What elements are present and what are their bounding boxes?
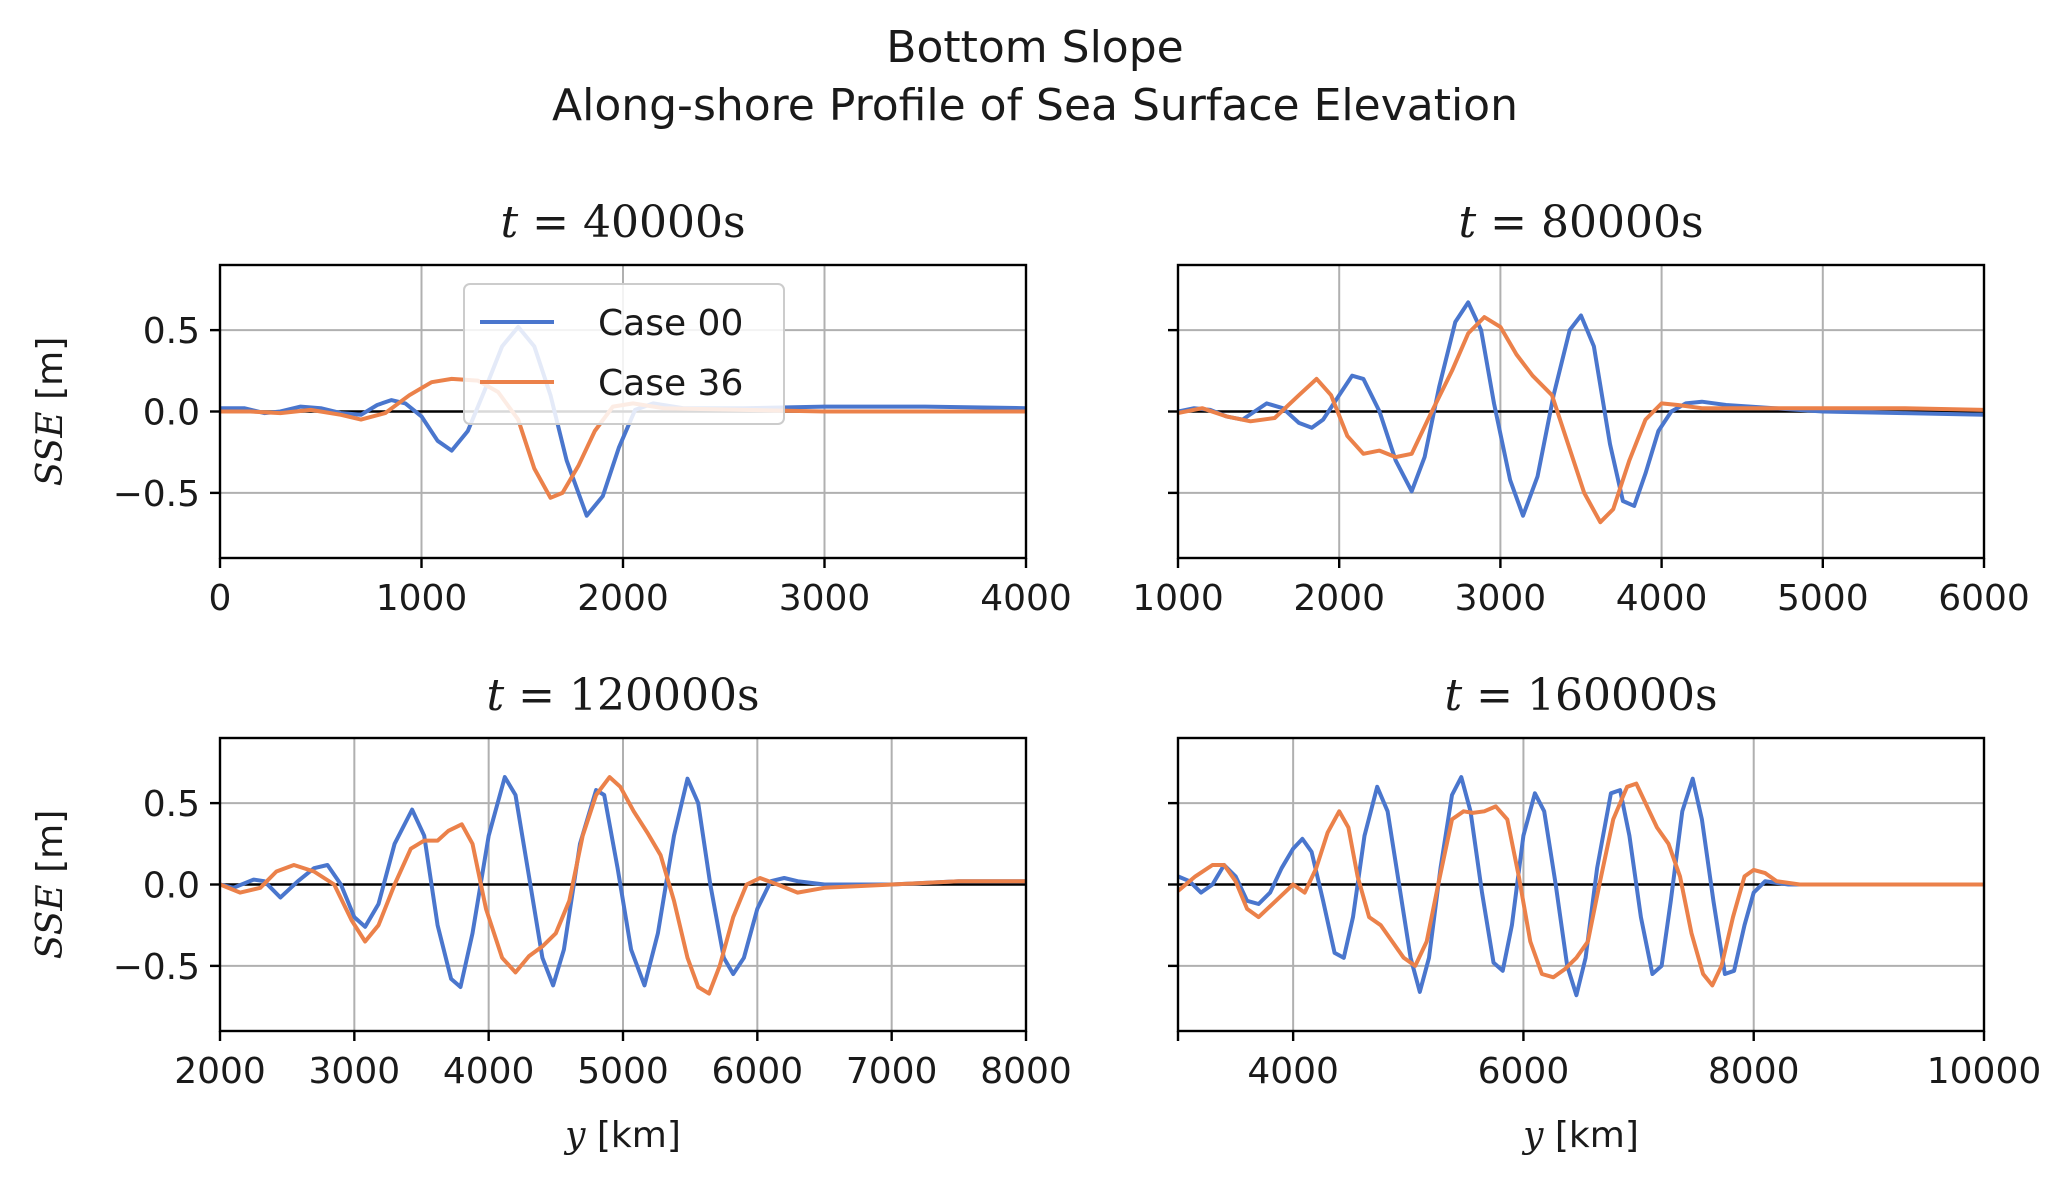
x-tick-label: 5000 (577, 1051, 669, 1092)
series-line-case-00 (1178, 775, 1984, 998)
subplot-title-value: = 160000s (1462, 670, 1717, 721)
x-tick-label: 4000 (1616, 578, 1708, 619)
x-tick-label: 8000 (1708, 1051, 1800, 1092)
y-axis-label: SSE [m] (30, 810, 71, 960)
legend-label: Case 00 (598, 303, 743, 344)
y-tick-label: 0.0 (143, 866, 200, 907)
subplot-title-value: = 120000s (504, 670, 759, 721)
x-tick-label: 1000 (1132, 578, 1224, 619)
x-axis-label-unit: [km] (1543, 1115, 1638, 1156)
x-axis-label-symbol: y (563, 1115, 586, 1156)
x-tick-label: 2000 (577, 578, 669, 619)
series-line-case-00 (1178, 300, 1984, 518)
subplot-title-value: = 80000s (1476, 197, 1703, 248)
y-tick-label: 0.5 (143, 311, 200, 352)
x-tick-label: 6000 (712, 1051, 804, 1092)
x-tick-label: 5000 (1777, 578, 1869, 619)
subplot-title-symbol: t (1444, 670, 1462, 721)
x-axis-label: y [km] (1521, 1115, 1639, 1156)
x-tick-label: 10000 (1927, 1051, 2042, 1092)
x-tick-label: 3000 (1455, 578, 1547, 619)
subplot-title-value: = 40000s (518, 197, 745, 248)
x-axis-label-symbol: y (1521, 1115, 1544, 1156)
series-line-case-36 (1178, 315, 1984, 525)
panel-4: 4000 6000 8000 10000 t = 160000s y [km] (1168, 670, 2041, 1156)
x-tick-label: 8000 (980, 1051, 1072, 1092)
subplot-title: t = 80000s (1458, 197, 1703, 248)
subplot-title: t = 120000s (486, 670, 759, 721)
subplot-title: t = 160000s (1444, 670, 1717, 721)
x-axis-label-unit: [km] (585, 1115, 680, 1156)
series-line-case-36 (1178, 781, 1984, 988)
y-tick-label: −0.5 (113, 947, 200, 988)
panels-layer: 0 1000 2000 3000 4000 −0.5 0.0 0.5 t = 40000s SSE… (30, 197, 2041, 1156)
x-tick-label: 2000 (1293, 578, 1385, 619)
y-axis-label-symbol: SSE (30, 884, 71, 959)
x-tick-label: 6000 (1938, 578, 2030, 619)
x-tick-label: 7000 (846, 1051, 938, 1092)
x-tick-label: 2000 (174, 1051, 266, 1092)
x-tick-label: 1000 (376, 578, 468, 619)
y-axis-label-unit: [m] (30, 337, 71, 412)
x-tick-label: 6000 (1478, 1051, 1570, 1092)
y-tick-label: 0.5 (143, 784, 200, 825)
y-tick-label: −0.5 (113, 474, 200, 515)
figure-title-line-1: Bottom Slope (886, 22, 1183, 73)
figure-title-line-2: Along-shore Profile of Sea Surface Eleva… (552, 80, 1518, 131)
y-tick-label: 0.0 (143, 393, 200, 434)
panel-2: 1000 2000 3000 4000 5000 6000 t = 80000s (1132, 197, 2030, 619)
x-tick-label: 4000 (980, 578, 1072, 619)
y-axis-label-unit: [m] (30, 810, 71, 885)
legend: Case 00 Case 36 (463, 283, 785, 425)
x-tick-label: 4000 (443, 1051, 535, 1092)
x-tick-label: 4000 (1247, 1051, 1339, 1092)
x-axis-label: y [km] (563, 1115, 681, 1156)
subplot-title-symbol: t (500, 197, 518, 248)
y-axis-label-symbol: SSE (30, 411, 71, 486)
subplot-title: t = 40000s (500, 197, 745, 248)
x-tick-label: 3000 (779, 578, 871, 619)
subplot-title-symbol: t (486, 670, 504, 721)
y-axis-label: SSE [m] (30, 337, 71, 487)
series-line-case-00 (220, 775, 1026, 989)
x-tick-label: 3000 (309, 1051, 401, 1092)
panel-3: 2000 3000 4000 5000 6000 7000 8000 −0.5 0.0 0.5 t … (30, 670, 1072, 1156)
legend-box (463, 283, 785, 425)
subplot-title-symbol: t (1458, 197, 1476, 248)
legend-label: Case 36 (598, 363, 743, 404)
series-line-case-36 (220, 775, 1026, 996)
x-tick-label: 0 (209, 578, 232, 619)
